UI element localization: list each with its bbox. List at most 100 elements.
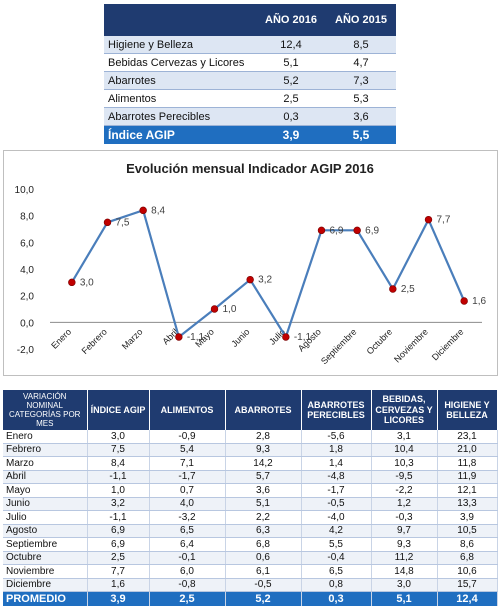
table-cell: 2,5 xyxy=(149,591,226,606)
table-cell: 11,8 xyxy=(437,456,498,471)
table-cell: -0,5 xyxy=(225,578,302,592)
chart-container: Evolución mensual Indicador AGIP 2016 10… xyxy=(3,150,498,376)
summary-row: Bebidas Cervezas y Licores 5,1 4,7 xyxy=(104,53,396,72)
table-row: Mayo 1,0 0,7 3,6 -1,7 -2,2 12,1 xyxy=(3,483,498,498)
table-cell: 12,4 xyxy=(256,36,326,54)
x-tick-label: Noviembre xyxy=(392,327,430,365)
data-point xyxy=(317,226,326,235)
row-label: Enero xyxy=(3,430,88,444)
table-cell: -3,2 xyxy=(149,510,226,525)
table-cell: 0,3 xyxy=(301,591,372,606)
table-cell: 6,8 xyxy=(225,537,302,552)
table-cell: -0,3 xyxy=(371,510,438,525)
y-tick-label: 8,0 xyxy=(20,212,34,223)
table-cell: 3,1 xyxy=(371,430,438,444)
row-label: Septiembre xyxy=(3,537,88,552)
table-cell: 0,6 xyxy=(225,551,302,565)
y-tick-label: -2,0 xyxy=(17,345,35,356)
table-cell: 5,5 xyxy=(301,537,372,552)
table-cell: -5,6 xyxy=(301,430,372,444)
table-row: Diciembre 1,6 -0,8 -0,5 0,8 3,0 15,7 xyxy=(3,578,498,592)
row-label: Abarrotes xyxy=(104,71,256,90)
data-label: 6,9 xyxy=(330,225,344,236)
table-cell: 15,7 xyxy=(437,578,498,592)
table-cell: 3,0 xyxy=(87,430,150,444)
table-cell: -0,8 xyxy=(149,578,226,592)
table-row: Junio 3,2 4,0 5,1 -0,5 1,2 13,3 xyxy=(3,497,498,511)
table-cell: 8,6 xyxy=(437,537,498,552)
table-cell: 10,5 xyxy=(437,524,498,538)
table-cell: 5,4 xyxy=(149,443,226,457)
table-cell: 12,4 xyxy=(437,591,498,606)
y-tick-label: 6,0 xyxy=(20,238,34,249)
table-cell: 8,4 xyxy=(87,456,150,471)
table-cell: 12,1 xyxy=(437,483,498,498)
table-cell: 6,8 xyxy=(437,551,498,565)
summary-header-row: AÑO 2016 AÑO 2015 xyxy=(104,4,396,36)
table-cell: 3,9 xyxy=(256,125,326,144)
table-cell: 5,2 xyxy=(225,591,302,606)
x-tick-label: Febrero xyxy=(80,327,109,356)
table-row: Abril -1,1 -1,7 5,7 -4,8 -9,5 11,9 xyxy=(3,470,498,484)
table-cell: -4,8 xyxy=(301,470,372,484)
table-cell: 6,3 xyxy=(225,524,302,538)
table-row: Noviembre 7,7 6,0 6,1 6,5 14,8 10,6 xyxy=(3,564,498,579)
table-cell: -1,1 xyxy=(87,510,150,525)
table-cell: 3,6 xyxy=(326,107,396,126)
table-cell: 3,2 xyxy=(87,497,150,511)
monthly-header-bebidas: BEBIDAS, CERVEZAS Y LICORES xyxy=(371,390,438,430)
data-label: 8,4 xyxy=(151,205,165,216)
table-cell: 5,5 xyxy=(326,125,396,144)
y-tick-label: 0,0 xyxy=(20,318,34,329)
table-cell: 6,0 xyxy=(149,564,226,579)
table-cell: 0,7 xyxy=(149,483,226,498)
table-row: Octubre 2,5 -0,1 0,6 -0,4 11,2 6,8 xyxy=(3,551,498,565)
table-cell: 11,2 xyxy=(371,551,438,565)
summary-total-row: Índice AGIP 3,9 5,5 xyxy=(104,125,396,144)
table-cell: -2,2 xyxy=(371,483,438,498)
table-cell: -1,7 xyxy=(301,483,372,498)
x-tick-label: Junio xyxy=(229,327,251,349)
summary-header-category xyxy=(104,4,256,36)
monthly-header-abarrotes: ABARROTES xyxy=(225,390,302,430)
monthly-table: VARIACIÓN NOMINAL CATEGORÍAS POR MES ÍND… xyxy=(3,390,498,606)
monthly-header-agip: ÍNDICE AGIP xyxy=(87,390,150,430)
table-cell: 4,0 xyxy=(149,497,226,511)
x-tick-label: Septiembre xyxy=(319,327,359,367)
table-cell: -0,5 xyxy=(301,497,372,511)
table-cell: 6,4 xyxy=(149,537,226,552)
table-cell: -0,4 xyxy=(301,551,372,565)
summary-header-2015: AÑO 2015 xyxy=(326,4,396,36)
table-cell: 0,8 xyxy=(301,578,372,592)
row-label: Bebidas Cervezas y Licores xyxy=(104,53,256,72)
row-label: Agosto xyxy=(3,524,88,538)
table-cell: 4,7 xyxy=(326,53,396,72)
table-cell: 6,5 xyxy=(301,564,372,579)
monthly-header-alimentos: ALIMENTOS xyxy=(149,390,226,430)
summary-row: Abarrotes 5,2 7,3 xyxy=(104,71,396,90)
x-tick-label: Marzo xyxy=(120,327,145,352)
table-cell: 13,3 xyxy=(437,497,498,511)
monthly-header-perecibles: ABARROTES PERECIBLES xyxy=(301,390,372,430)
y-tick-label: 4,0 xyxy=(20,265,34,276)
table-row: Enero 3,0 -0,9 2,8 -5,6 3,1 23,1 xyxy=(3,430,498,444)
data-label: 1,0 xyxy=(223,304,237,315)
table-cell: 10,4 xyxy=(371,443,438,457)
table-cell: -0,9 xyxy=(149,430,226,444)
monthly-header-higiene: HIGIENE Y BELLEZA xyxy=(437,390,498,430)
data-label: 2,5 xyxy=(401,284,415,295)
data-label: 3,0 xyxy=(80,277,94,288)
row-label: Noviembre xyxy=(3,564,88,579)
table-cell: 5,3 xyxy=(326,89,396,108)
table-cell: 1,8 xyxy=(301,443,372,457)
table-cell: -1,1 xyxy=(87,470,150,484)
row-label: Marzo xyxy=(3,456,88,471)
data-point xyxy=(175,333,183,341)
table-cell: 23,1 xyxy=(437,430,498,444)
summary-header-2016: AÑO 2016 xyxy=(256,4,326,36)
data-point xyxy=(282,333,290,341)
x-tick-label: Enero xyxy=(49,327,73,351)
monthly-header-category: VARIACIÓN NOMINAL CATEGORÍAS POR MES xyxy=(3,390,88,430)
x-tick-label: Diciembre xyxy=(430,327,466,363)
data-label: 7,7 xyxy=(437,215,451,226)
